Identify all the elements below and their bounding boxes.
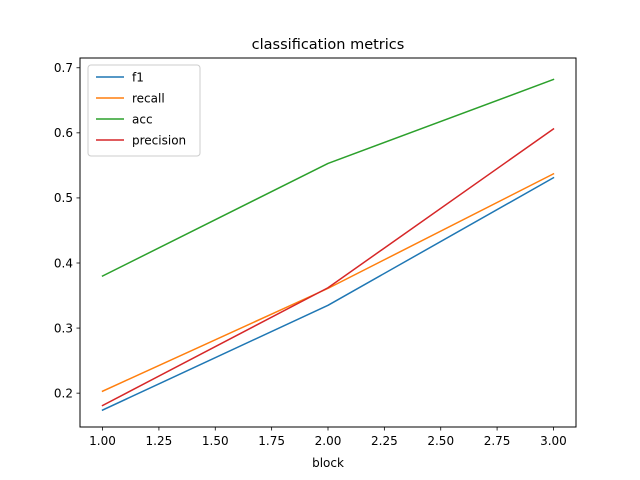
- x-tick-label: 2.75: [484, 434, 511, 448]
- y-tick-label: 0.3: [54, 321, 73, 335]
- x-tick-label: 3.00: [540, 434, 567, 448]
- x-tick-label: 1.50: [202, 434, 229, 448]
- series-line-acc: [101, 78, 555, 278]
- x-tick-label: 2.50: [427, 434, 454, 448]
- series-layer: [101, 78, 555, 412]
- x-axis-title: block: [312, 456, 344, 470]
- x-tick-label: 1.25: [146, 434, 173, 448]
- y-tick-label: 0.6: [54, 126, 73, 140]
- legend-box: [87, 64, 201, 157]
- y-tick-label: 0.4: [54, 256, 73, 270]
- y-axis: 0.2 0.3 0.4 0.5 0.6 0.7: [54, 61, 80, 400]
- x-tick-label: 1.00: [89, 434, 116, 448]
- chart-title: classification metrics: [252, 37, 405, 53]
- x-tick-label: 2.25: [371, 434, 398, 448]
- legend-label-f1: f1: [132, 70, 144, 84]
- y-tick-label: 0.7: [54, 61, 73, 75]
- x-axis: 1.00 1.25 1.50 1.75 2.00 2.25 2.50 2.75 3.00: [89, 427, 567, 448]
- x-tick-label: 1.75: [258, 434, 285, 448]
- y-tick-label: 0.2: [54, 386, 73, 400]
- legend-label-precision: precision: [132, 133, 186, 147]
- series-line-f1: [101, 176, 555, 412]
- x-tick-label: 2.00: [315, 434, 342, 448]
- legend: f1 recall acc precision: [87, 64, 201, 157]
- legend-label-recall: recall: [132, 91, 165, 105]
- series-line-precision: [101, 127, 555, 407]
- legend-label-acc: acc: [132, 112, 153, 126]
- y-tick-label: 0.5: [54, 191, 73, 205]
